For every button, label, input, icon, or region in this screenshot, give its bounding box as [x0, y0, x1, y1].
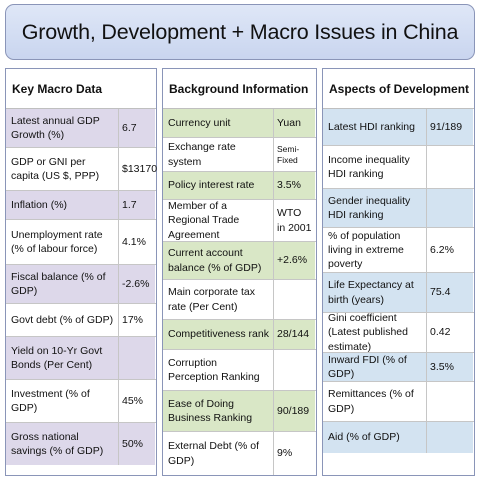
- row-label: Gross national savings (% of GDP): [6, 423, 119, 465]
- table-row: Ease of Doing Business Ranking 90/189: [163, 391, 316, 432]
- table-row: Member of a Regional Trade Agreement WTO …: [163, 200, 316, 242]
- table-row: Gross national savings (% of GDP) 50%: [6, 423, 156, 465]
- table-row: Exchange rate system Semi-Fixed: [163, 138, 316, 172]
- row-value: 4.1%: [122, 235, 146, 248]
- row-label: Yield on 10-Yr Govt Bonds (Per Cent): [6, 337, 119, 379]
- row-value: [274, 280, 315, 319]
- table-row: Unemployment rate (% of labour force) 4.1…: [6, 220, 156, 265]
- row-label: External Debt (% of GDP): [163, 432, 274, 475]
- row-value: 9%: [277, 447, 293, 460]
- row-label: Exchange rate system: [163, 138, 274, 171]
- row-label: Unemployment rate (% of labour force): [6, 220, 119, 264]
- row-label: Gender inequality HDI ranking: [323, 189, 427, 227]
- background-information-table: Background Information Currency unit Yuan…: [162, 68, 317, 476]
- row-value: 90/189: [274, 391, 315, 431]
- row-value: 45%: [122, 394, 144, 407]
- row-value: 0.42: [430, 326, 451, 339]
- row-label: Remittances (% of GDP): [323, 382, 427, 421]
- row-value: 1.7: [119, 191, 155, 219]
- key-macro-data-table: Key Macro Data Latest annual GDP Growth …: [5, 68, 157, 476]
- row-value: 6.2%: [430, 243, 454, 256]
- row-label: Latest HDI ranking: [323, 109, 427, 145]
- table-row: Currency unit Yuan: [163, 109, 316, 138]
- row-label: Currency unit: [163, 109, 274, 137]
- table-row: % of population living in extreme povert…: [323, 228, 474, 273]
- page-title: Growth, Development + Macro Issues in Ch…: [21, 19, 459, 44]
- table-row: Yield on 10-Yr Govt Bonds (Per Cent): [6, 337, 156, 380]
- row-label: Member of a Regional Trade Agreement: [163, 200, 274, 241]
- row-value: 3.5%: [427, 353, 473, 381]
- row-label: Fiscal balance (% of GDP): [6, 265, 119, 303]
- table-rows: Currency unit Yuan Exchange rate system Sem…: [163, 109, 316, 475]
- row-value: WTO in 2001: [277, 207, 312, 234]
- table-row: Life Expectancy at birth (years) 75.4: [323, 273, 474, 313]
- row-label: Current account balance (% of GDP): [163, 242, 274, 279]
- row-label: Main corporate tax rate (Per Cent): [163, 280, 274, 319]
- row-label: Ease of Doing Business Ranking: [163, 391, 274, 431]
- table-row: Corruption Perception Ranking: [163, 350, 316, 391]
- row-label: Gini coefficient (Latest published estim…: [323, 312, 427, 353]
- row-value: Semi-Fixed: [277, 143, 300, 165]
- row-label: Competitiveness rank: [163, 320, 274, 349]
- table-row: Current account balance (% of GDP) +2.6%: [163, 242, 316, 280]
- row-value: 91/189: [427, 109, 473, 145]
- row-label: Income inequality HDI ranking: [323, 146, 427, 188]
- table-row: Fiscal balance (% of GDP) -2.6%: [6, 265, 156, 304]
- row-value: [119, 337, 155, 379]
- table-row: Income inequality HDI ranking: [323, 146, 474, 189]
- row-label: Aid (% of GDP): [323, 422, 427, 453]
- row-value: 3.5%: [274, 172, 315, 199]
- column-header: Aspects of Development: [323, 69, 474, 109]
- row-value: Yuan: [274, 109, 315, 137]
- aspects-of-development-table: Aspects of Development Latest HDI rankin…: [322, 68, 475, 476]
- title-banner: Growth, Development + Macro Issues in Ch…: [5, 4, 475, 60]
- table-row: Inflation (%) 1.7: [6, 191, 156, 220]
- table-row: Competitiveness rank 28/144: [163, 320, 316, 350]
- column-header: Background Information: [163, 69, 316, 109]
- table-row: Latest annual GDP Growth (%) 6.7: [6, 109, 156, 148]
- row-label: Latest annual GDP Growth (%): [6, 109, 119, 147]
- row-value: [427, 189, 473, 227]
- table-row: Latest HDI ranking 91/189: [323, 109, 474, 146]
- row-value: [427, 422, 473, 453]
- table-row: External Debt (% of GDP) 9%: [163, 432, 316, 475]
- row-label: Inflation (%): [6, 191, 119, 219]
- column-header: Key Macro Data: [6, 69, 156, 109]
- table-row: Main corporate tax rate (Per Cent): [163, 280, 316, 320]
- table-row: Aid (% of GDP): [323, 422, 474, 453]
- row-label: Corruption Perception Ranking: [163, 350, 274, 390]
- row-value: 75.4: [427, 273, 473, 312]
- row-label: Life Expectancy at birth (years): [323, 273, 427, 312]
- row-label: Investment (% of GDP): [6, 380, 119, 422]
- table-row: Gini coefficient (Latest published estim…: [323, 312, 474, 353]
- row-label: % of population living in extreme povert…: [323, 228, 427, 272]
- table-row: Investment (% of GDP) 45%: [6, 380, 156, 423]
- row-value: [274, 350, 315, 390]
- table-rows: Latest HDI ranking 91/189 Income inequalit…: [323, 109, 474, 453]
- row-value: 28/144: [274, 320, 315, 349]
- row-value: 6.7: [119, 109, 155, 147]
- table-row: Policy interest rate 3.5%: [163, 172, 316, 200]
- table-row: Inward FDI (% of GDP) 3.5%: [323, 353, 474, 382]
- table-row: Govt debt (% of GDP) 17%: [6, 304, 156, 337]
- row-label: Policy interest rate: [163, 172, 274, 199]
- row-value: 50%: [119, 423, 155, 465]
- row-value: -2.6%: [119, 265, 155, 303]
- row-label: Inward FDI (% of GDP): [323, 353, 427, 381]
- table-row: GDP or GNI per capita (US $, PPP) $13170: [6, 148, 158, 191]
- table-row: Gender inequality HDI ranking: [323, 189, 474, 228]
- row-value: +2.6%: [274, 242, 315, 279]
- row-value: [427, 382, 473, 421]
- table-rows: Latest annual GDP Growth (%) 6.7 GDP or GN…: [6, 109, 158, 465]
- row-value: [427, 146, 473, 188]
- row-label: Govt debt (% of GDP): [6, 304, 119, 336]
- table-row: Remittances (% of GDP): [323, 382, 474, 422]
- row-value: $13170: [122, 162, 158, 175]
- row-value: 17%: [122, 313, 144, 326]
- row-label: GDP or GNI per capita (US $, PPP): [6, 148, 119, 190]
